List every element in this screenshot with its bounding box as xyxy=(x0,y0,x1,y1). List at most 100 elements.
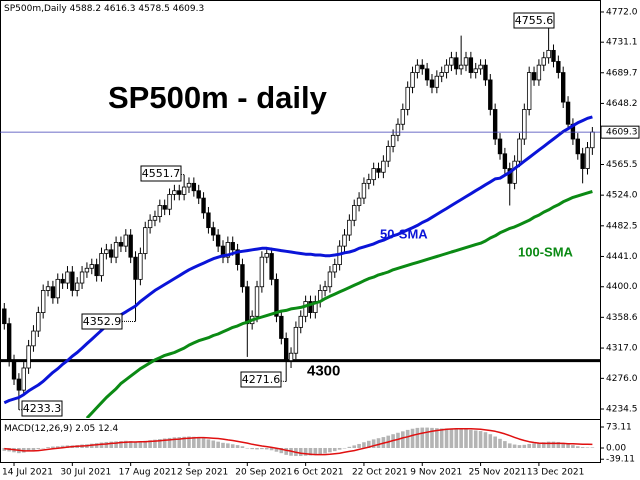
macd-bar xyxy=(153,439,157,448)
candle-body xyxy=(517,138,522,162)
macd-bar xyxy=(337,447,342,450)
candle-body xyxy=(167,194,172,210)
macd-bar xyxy=(459,429,463,448)
macd-bar xyxy=(109,441,114,448)
candle-body xyxy=(60,278,65,284)
candle-body xyxy=(556,61,561,73)
candle-body xyxy=(322,286,328,291)
candle-body xyxy=(11,360,17,380)
macd-bar xyxy=(532,443,536,448)
candle-body xyxy=(342,234,347,247)
candle-body xyxy=(181,186,187,195)
candle-body xyxy=(546,49,551,59)
candle-body xyxy=(36,312,41,332)
y-tick-label: 4358.6 xyxy=(606,313,638,323)
sma-line xyxy=(3,115,593,405)
annotation-box xyxy=(513,12,555,29)
macd-bar xyxy=(537,442,541,448)
macd-bar xyxy=(415,427,420,448)
macd-bar xyxy=(60,445,65,448)
macd-bar xyxy=(551,441,556,448)
candle-body xyxy=(138,253,143,280)
candle-body xyxy=(507,168,512,184)
macd-bar xyxy=(187,436,191,448)
macd-bar xyxy=(114,441,118,448)
candle-body xyxy=(536,64,542,81)
candle-body xyxy=(240,264,245,288)
macd-bar xyxy=(483,432,488,448)
series-label: 50-SMA xyxy=(380,226,428,241)
macd-bar xyxy=(240,446,245,448)
candle-body xyxy=(40,290,46,313)
candle-body xyxy=(288,352,294,362)
macd-bar xyxy=(31,447,36,451)
y-tick-label: 4482.5 xyxy=(606,221,638,231)
candle-body xyxy=(70,271,75,291)
macd-bar xyxy=(216,441,220,448)
header-high: 4616.3 xyxy=(104,4,136,14)
candle-body xyxy=(162,205,167,210)
macd-bar xyxy=(274,447,279,452)
candle-body xyxy=(366,179,371,184)
macd-bar xyxy=(371,439,376,448)
macd-bar xyxy=(182,436,186,448)
candle-body xyxy=(123,234,128,247)
macd-bar xyxy=(425,427,429,448)
macd-bar xyxy=(313,447,318,455)
candle-body xyxy=(94,264,99,277)
price-panel xyxy=(0,24,600,418)
candle-body xyxy=(327,271,333,288)
macd-bar xyxy=(328,447,332,453)
candle-body xyxy=(186,182,192,188)
macd-bar xyxy=(167,437,172,448)
candle-body xyxy=(454,57,459,70)
macd-bar xyxy=(260,447,264,450)
macd-bar xyxy=(347,446,352,448)
macd-bar xyxy=(206,439,211,448)
price-box xyxy=(600,125,640,139)
candle-body xyxy=(473,68,478,73)
macd-bar xyxy=(55,446,60,448)
macd-bar xyxy=(269,447,274,451)
candle-body xyxy=(526,72,532,110)
macd-bar xyxy=(517,445,522,448)
signal-last: 12.4 xyxy=(98,424,118,434)
candle-body xyxy=(191,182,197,192)
candle-body xyxy=(206,212,211,229)
macd-bar xyxy=(512,444,517,448)
frame xyxy=(0,0,601,463)
annotation-label: 4271.6 xyxy=(242,373,281,386)
macd-bar xyxy=(376,438,381,448)
header-low: 4578.5 xyxy=(138,4,170,14)
macd-bar xyxy=(444,428,449,448)
annotation-box xyxy=(81,313,123,330)
candle-body xyxy=(177,190,182,195)
macd-bar xyxy=(104,441,109,448)
candle-body xyxy=(235,249,240,265)
annotation-box xyxy=(140,165,182,182)
y-tick-label: 4276.0 xyxy=(606,374,638,384)
candle-body xyxy=(561,72,566,103)
macd-bar xyxy=(420,427,425,448)
y-tick-label: 4565.5 xyxy=(606,160,638,170)
candle-body xyxy=(230,242,235,251)
candle-body xyxy=(157,205,163,217)
macd-bar xyxy=(211,440,216,448)
macd-bar xyxy=(571,445,575,448)
annotation-label: 4233.3 xyxy=(23,402,62,415)
macd-bar xyxy=(332,447,337,452)
candle-body xyxy=(585,147,590,169)
candle-body xyxy=(274,278,279,317)
macd-bar xyxy=(585,447,590,448)
macd-bar xyxy=(464,429,468,448)
candle-body xyxy=(65,271,70,284)
x-tick-label: 13 Dec 2021 xyxy=(527,468,585,478)
candle-body xyxy=(118,242,124,247)
support-label: 4300 xyxy=(307,363,340,380)
candle-body xyxy=(361,182,367,199)
candle-body xyxy=(565,101,571,125)
macd-header: MACD(12,26,9) 2.05 12.4 xyxy=(4,424,118,434)
y-tick-label: 4317.0 xyxy=(606,344,638,354)
y-tick-label: 4234.5 xyxy=(606,404,638,414)
